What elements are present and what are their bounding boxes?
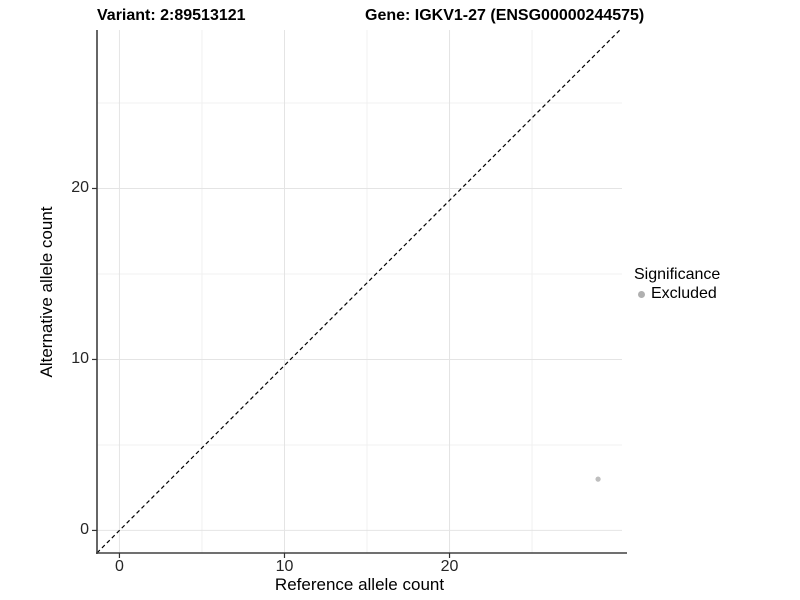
x-tick-label: 10: [275, 558, 294, 575]
x-axis-title: Reference allele count: [274, 575, 445, 594]
data-point: [595, 476, 601, 482]
y-tick-label: 0: [80, 521, 89, 539]
x-tick-label: 20: [440, 558, 459, 575]
legend-title: Significance: [634, 266, 721, 283]
y-tick-label: 10: [71, 350, 89, 368]
x-tick-label: 0: [114, 558, 124, 575]
y-axis-title: Alternative allele count: [37, 205, 56, 378]
legend-item: Excluded: [638, 285, 720, 303]
identity-line: [96, 29, 621, 554]
y-tick-label: 20: [71, 179, 89, 197]
variant-title: Variant: 2:89513121: [97, 7, 246, 24]
legend: Significance Excluded: [634, 265, 720, 303]
legend-item-label: Excluded: [651, 285, 717, 302]
legend-point-icon: [638, 290, 645, 298]
gene-title: Gene: IGKV1-27 (ENSG00000244575): [365, 7, 645, 24]
